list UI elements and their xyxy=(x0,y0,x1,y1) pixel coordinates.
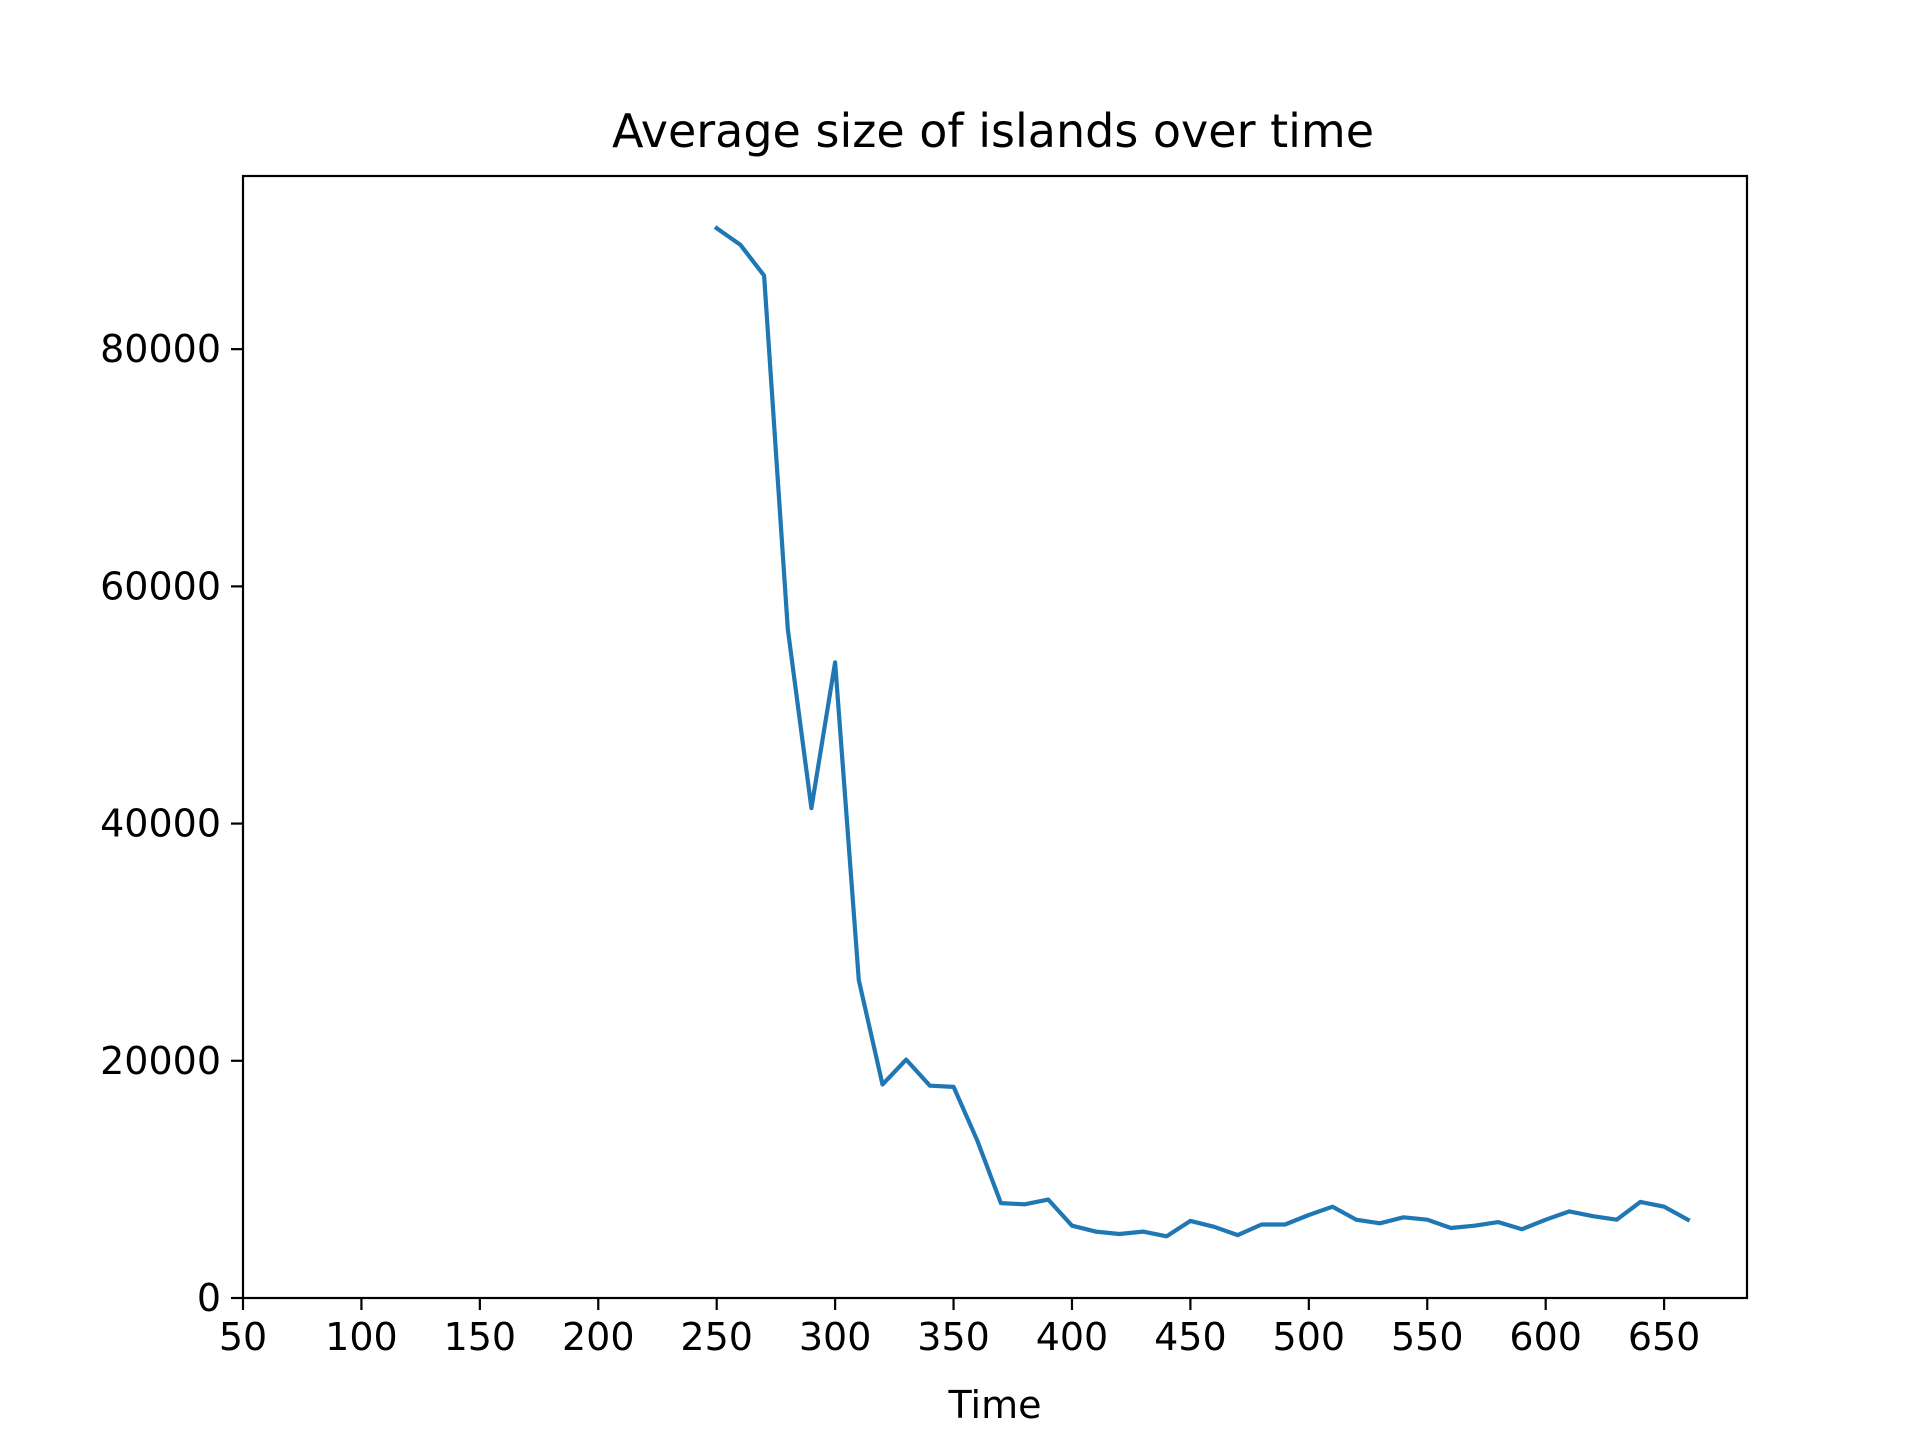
x-tick-label: 300 xyxy=(799,1315,872,1359)
plot-frame xyxy=(241,174,1749,1300)
x-tick-label: 50 xyxy=(219,1315,267,1359)
x-tick-label: 200 xyxy=(562,1315,635,1359)
x-axis: 50 100 150 200 250 300 350 400 450 500 550 600 650 xyxy=(219,1298,1701,1359)
x-tick-label: 650 xyxy=(1628,1315,1701,1359)
y-tick-label: 0 xyxy=(197,1276,221,1320)
series-layer xyxy=(713,225,1691,1239)
y-tick-label: 60000 xyxy=(100,564,221,608)
x-axis-label: Time xyxy=(948,1383,1042,1427)
y-axis: 0 20000 40000 60000 80000 xyxy=(100,327,243,1320)
x-tick-label: 150 xyxy=(444,1315,517,1359)
x-tick-label: 500 xyxy=(1273,1315,1346,1359)
y-tick-label: 80000 xyxy=(100,327,221,371)
x-tick-label: 450 xyxy=(1154,1315,1227,1359)
x-tick-label: 350 xyxy=(917,1315,990,1359)
x-tick-label: 550 xyxy=(1391,1315,1464,1359)
x-tick-label: 400 xyxy=(1036,1315,1109,1359)
x-tick-label: 250 xyxy=(680,1315,753,1359)
y-tick-label: 20000 xyxy=(100,1039,221,1083)
x-tick-label: 600 xyxy=(1509,1315,1582,1359)
y-tick-label: 40000 xyxy=(100,802,221,846)
x-tick-label: 100 xyxy=(325,1315,398,1359)
series-line xyxy=(713,225,1691,1239)
chart-title: Average size of islands over time xyxy=(612,104,1374,158)
